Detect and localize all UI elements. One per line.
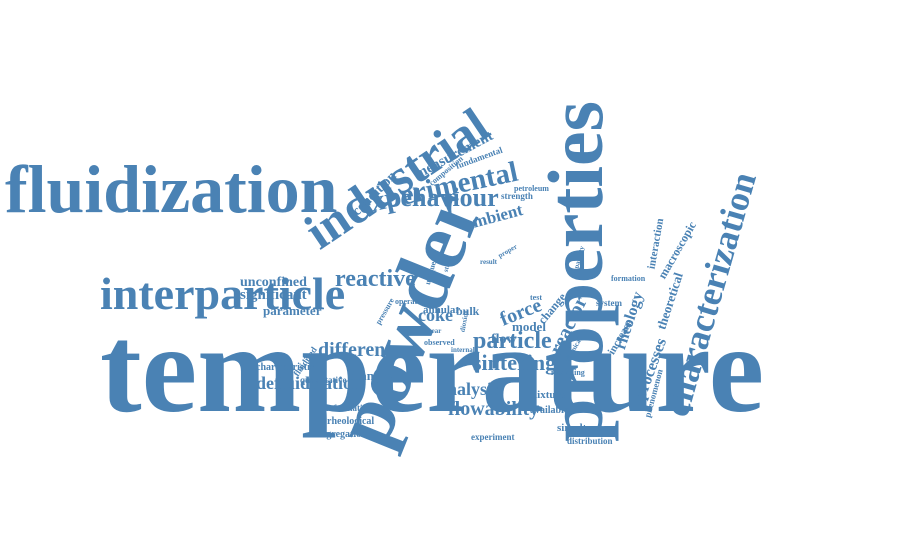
word-simultaneous: simultaneous <box>557 423 619 434</box>
word-segregation: segregation <box>318 430 367 440</box>
word-system: system <box>596 299 622 308</box>
word-different: different <box>318 340 392 360</box>
word-flowability: flowability <box>448 399 539 419</box>
word-quantitative: quantitative <box>300 376 347 385</box>
word-significant: significant <box>240 288 307 303</box>
word-flow: flow <box>491 333 517 347</box>
word-proper: proper <box>497 243 518 259</box>
word-test: test <box>530 294 542 302</box>
word-shear: shear <box>425 328 441 335</box>
word-mixture: mixture <box>528 390 565 401</box>
word-modelling: modelling <box>551 369 585 377</box>
word-information: information <box>326 404 372 413</box>
word-experiment: experiment <box>471 433 514 442</box>
word-reactive: reactive <box>335 267 416 291</box>
word-internal: internal <box>451 347 475 354</box>
word-titanium: titanium <box>348 369 396 382</box>
word-rheological: rheological <box>327 417 374 427</box>
word-strength: strength <box>501 192 533 201</box>
word-behaviour: behaviour <box>386 185 499 211</box>
word-petroleum: petroleum <box>514 185 549 193</box>
word-fluidization: fluidization <box>5 155 338 223</box>
word-result: result <box>480 259 497 266</box>
word-formation: formation <box>611 275 645 283</box>
word-analysis: analysis <box>438 380 499 398</box>
word-sintering: sintering <box>473 352 556 374</box>
word-parameter: parameter <box>263 304 321 317</box>
word-operating: operating <box>395 298 428 306</box>
word-distribution: distribution <box>567 437 613 446</box>
word-annular: annular <box>423 305 460 316</box>
word-available: available <box>530 406 568 416</box>
